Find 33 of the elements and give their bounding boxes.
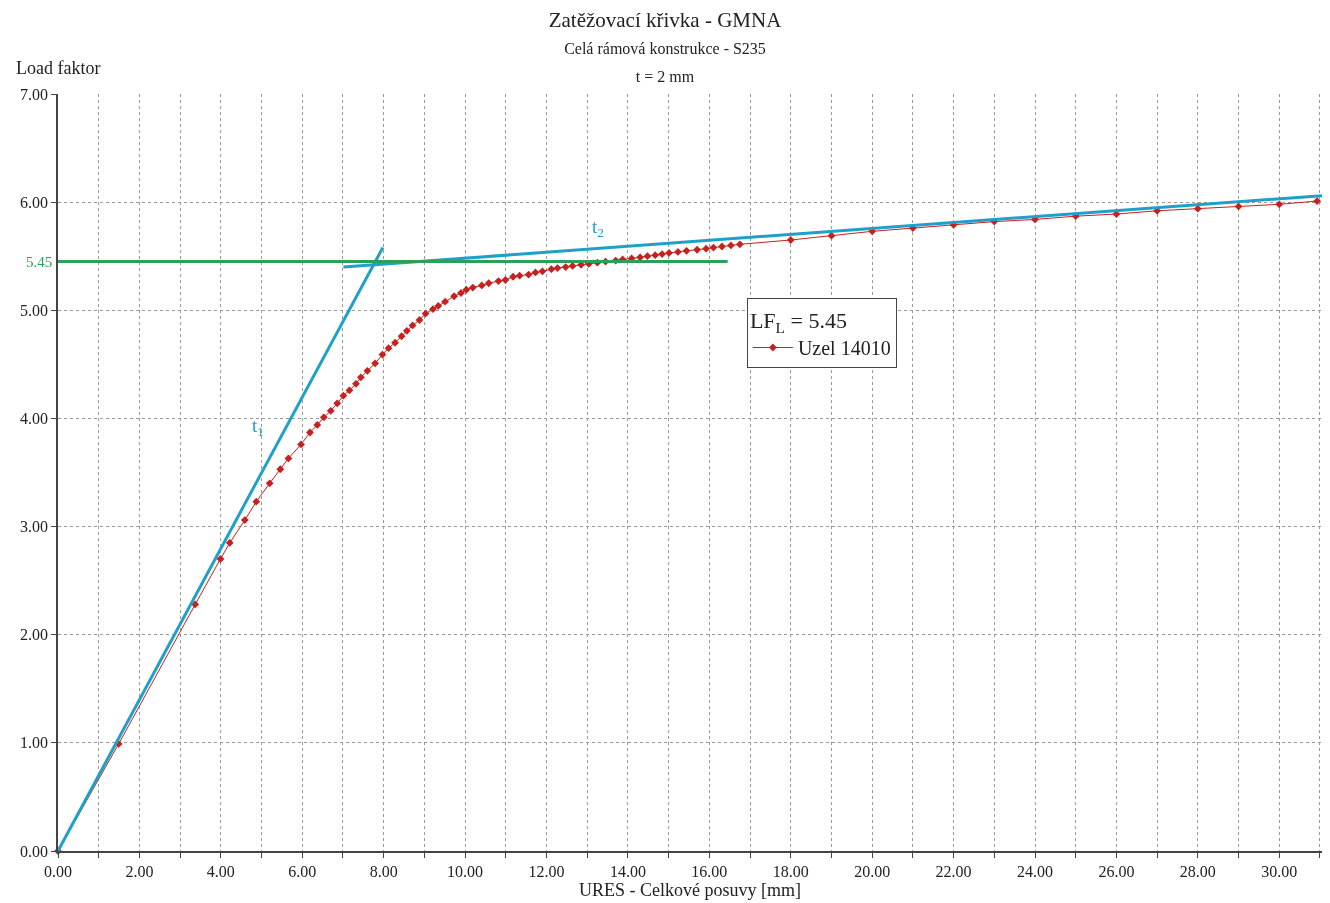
x-axis-title: URES - Celkové posuvy [mm]	[579, 879, 801, 900]
y-tick-label: 1.00	[20, 734, 49, 752]
legend-label: Uzel 14010	[797, 337, 891, 360]
x-tick-label: 24.00	[1017, 862, 1053, 880]
y-axis-title: Load faktor	[16, 58, 101, 78]
y-tick-label: 2.00	[20, 626, 49, 644]
y-tick-label: 0.00	[20, 842, 49, 860]
x-tick-label: 30.00	[1261, 862, 1298, 880]
x-tick-label: 22.00	[935, 862, 972, 880]
legend-title: LF$_{L}$ = 5.45	[749, 307, 847, 336]
x-tick-label: 10.00	[447, 862, 484, 880]
x-tick-label: 4.00	[206, 862, 235, 880]
series-label: t$_{1}$	[252, 415, 264, 439]
x-tick-label: 28.00	[1179, 862, 1216, 880]
y-tick-label: 5.00	[20, 301, 49, 319]
x-tick-label: 16.00	[691, 862, 728, 880]
x-tick-label: 12.00	[528, 862, 565, 880]
x-tick-label: 6.00	[288, 862, 317, 880]
series-label: t$_{2}$	[592, 216, 604, 240]
x-tick-label: 0.00	[44, 862, 72, 880]
annotation: 5.45	[26, 254, 53, 270]
y-tick-label: 4.00	[20, 410, 49, 428]
y-tick-label: 3.00	[20, 518, 49, 536]
x-tick-label: 18.00	[772, 862, 809, 880]
x-tick-label: 26.00	[1098, 862, 1135, 880]
y-tick-label: 7.00	[20, 85, 49, 103]
x-tick-label: 20.00	[854, 862, 891, 880]
x-tick-label: 14.00	[609, 862, 646, 880]
chart-title: Zatěžovací křivka - GMNA	[548, 8, 783, 33]
x-tick-label: 2.00	[125, 862, 154, 880]
x-tick-label: 8.00	[369, 862, 398, 880]
chart-subtitle: Celá rámová konstrukce - S235 t = 2 mm	[564, 40, 766, 85]
y-tick-label: 6.00	[20, 193, 49, 211]
